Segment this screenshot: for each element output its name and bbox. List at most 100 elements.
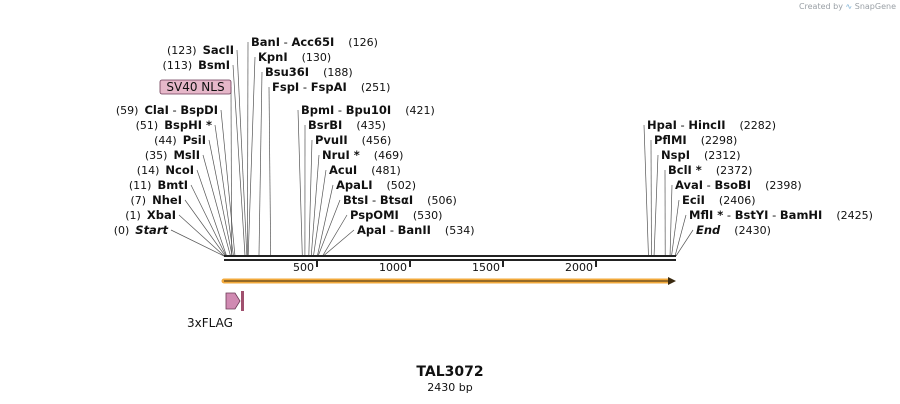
site-name-part: SacII [203, 43, 234, 57]
site-name-part: PvuII [315, 133, 348, 147]
site-position: (113) [163, 59, 193, 72]
site-position: (506) [427, 194, 457, 207]
site-position: (2282) [740, 119, 777, 132]
leader-line [671, 199, 680, 257]
scale-tick-label: 500 [293, 261, 314, 274]
site-name: BsmI [198, 58, 230, 72]
site-name: FspI - FspAI [272, 80, 347, 94]
site-name-part: ClaI [144, 103, 168, 117]
leader-line [310, 154, 320, 257]
site-name: PvuII [315, 133, 348, 147]
site-name: MslI [173, 148, 200, 162]
leader-line [196, 169, 227, 257]
site-name-part: NheI [152, 193, 182, 207]
snapgene-logo-icon: ∿ [845, 2, 853, 11]
leader-line [190, 184, 227, 257]
site-label-2: NheI (7) [131, 193, 182, 207]
site-label-r6: PvuII (456) [315, 133, 391, 147]
site-name: BtsI - BtsαI [343, 193, 413, 207]
sv40-leader-line [230, 86, 232, 257]
site-label-r10: BtsI - BtsαI (506) [343, 193, 457, 207]
leader-line [178, 214, 225, 257]
site-name: AcuI [329, 163, 357, 177]
site-name-part: PsiI [183, 133, 206, 147]
credit-brand: SnapGene [854, 2, 896, 11]
snapgene-credit: Created by ∿ SnapGene [799, 2, 896, 11]
credit-prefix: Created by [798, 2, 843, 11]
site-label-r0: BanI - Acc65I (126) [251, 35, 378, 49]
site-name: ClaI - BspDI [144, 103, 218, 117]
site-name-part: MflI * [689, 208, 723, 222]
leader-lines [170, 41, 694, 257]
site-label-r12: ApaI - BanII (534) [357, 223, 475, 237]
site-position: (126) [348, 36, 378, 49]
leader-line [170, 229, 225, 257]
site-name: HpaI - HincII [647, 118, 726, 132]
site-name-part: Bpu10I [346, 103, 391, 117]
site-name-part: FspI [272, 80, 299, 94]
leader-line [297, 109, 303, 257]
site-name-part: AvaI [675, 178, 703, 192]
site-name-part: BtsαI [380, 193, 413, 207]
site-name: NspI [661, 148, 690, 162]
site-label-r11: PspOMI (530) [350, 208, 442, 222]
site-name-part: BmtI [157, 178, 188, 192]
leader-line [317, 184, 334, 257]
site-label-9: BsmI (113) [163, 58, 230, 72]
site-name-part: - [703, 178, 714, 192]
site-position: (11) [129, 179, 152, 192]
site-name-part: ApaLI [336, 178, 373, 192]
site-name: BanI - Acc65I [251, 35, 334, 49]
site-position: (2425) [836, 209, 873, 222]
site-name-part: NcoI [165, 163, 194, 177]
leader-line [674, 214, 687, 257]
site-label-r4: BpmI - Bpu10I (421) [301, 103, 435, 117]
site-name-part: HincII [688, 118, 725, 132]
site-labels: Start (0) XbaI (1) NheI (7) BmtI (11) NcoI (14) Ms… [114, 35, 873, 237]
site-label-r8: AcuI (481) [329, 163, 401, 177]
site-name-part: - [723, 208, 734, 222]
site-name-part: EciI [682, 193, 705, 207]
leader-line [236, 49, 248, 257]
site-name-part: BanI [251, 35, 280, 49]
leader-line [268, 86, 272, 257]
site-name: NheI [152, 193, 182, 207]
site-position: (130) [302, 51, 332, 64]
site-label-5: MslI (35) [145, 148, 200, 162]
site-name-part: - [334, 103, 345, 117]
plasmid-length: 2430 bp [427, 381, 473, 394]
sv40-nls-box [159, 79, 232, 95]
site-position: (2298) [701, 134, 738, 147]
site-name: SacII [203, 43, 234, 57]
site-name: PspOMI [350, 208, 399, 222]
site-position: (0) [114, 224, 130, 237]
backbone: 500 1000 1500 2000 [224, 255, 676, 274]
site-name-part: FspAI [311, 80, 347, 94]
site-name-part: - [280, 35, 291, 49]
site-name: Bsu36I [265, 65, 309, 79]
site-label-3: BmtI (11) [129, 178, 188, 192]
site-name-part: KpnI [258, 50, 288, 64]
site-name: NruI * [322, 148, 360, 162]
site-position: (2430) [734, 224, 771, 237]
site-label-7: BspHI * (51) [136, 118, 212, 132]
site-position: (188) [323, 66, 353, 79]
flag-feature-end [241, 291, 244, 311]
site-name-part: - [677, 118, 688, 132]
site-name-part: End [696, 223, 721, 237]
site-label-r20: End (2430) [696, 223, 771, 237]
leader-line [208, 139, 233, 257]
site-position: (534) [445, 224, 475, 237]
site-name-part: - [386, 223, 397, 237]
site-name-part: BpmI [301, 103, 334, 117]
leader-line [323, 229, 355, 257]
leader-line [653, 154, 659, 257]
site-position: (435) [356, 119, 386, 132]
site-name-part: PflMI [654, 133, 687, 147]
site-position: (2406) [719, 194, 756, 207]
site-position: (469) [374, 149, 404, 162]
site-name: PsiI [183, 133, 206, 147]
scale-tick-label: 1500 [472, 261, 500, 274]
leader-line [184, 199, 226, 257]
scale-tick-label: 2000 [565, 261, 593, 274]
